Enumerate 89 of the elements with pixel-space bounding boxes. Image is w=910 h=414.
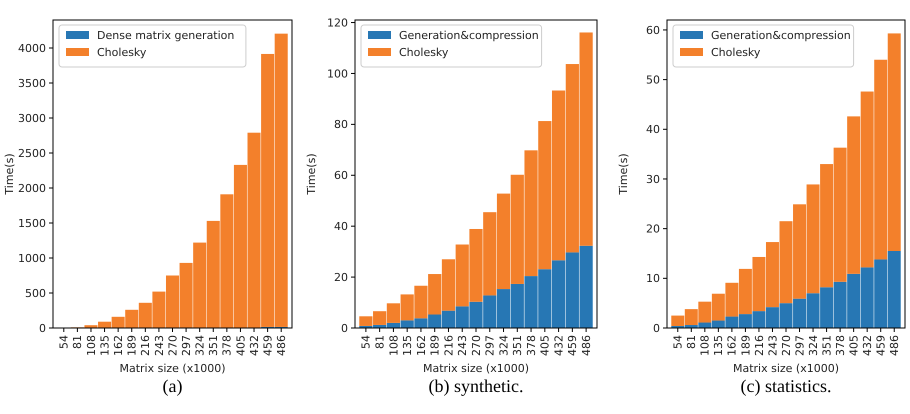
x-axis-title: Matrix size (x1000) <box>119 362 226 375</box>
x-tick-label: 243 <box>152 335 166 356</box>
x-tick-label: 162 <box>414 335 428 356</box>
y-tick-label: 500 <box>25 286 46 300</box>
text: (a) <box>162 376 182 396</box>
x-tick-label: 216 <box>139 335 152 356</box>
x-tick-label: 324 <box>497 335 510 356</box>
x-tick-label: 108 <box>698 335 712 356</box>
x-tick-label: 405 <box>538 335 552 356</box>
y-axis-title: Time(s) <box>617 153 630 196</box>
x-tick-label: 54 <box>672 335 685 349</box>
y-tick-label: 20 <box>334 270 348 284</box>
x-tick-label: 324 <box>806 335 820 356</box>
x-tick-label: 486 <box>888 335 902 356</box>
x-axis-title: Matrix size (x1000) <box>422 362 530 375</box>
x-tick-label: 216 <box>442 335 456 356</box>
x-tick-label: 162 <box>726 335 739 356</box>
x-tick-label: 189 <box>739 335 752 356</box>
y-tick-label: 100 <box>327 67 348 80</box>
y-tick-label: 80 <box>334 118 348 132</box>
y-tick-label: 60 <box>334 169 348 182</box>
x-tick-label: 270 <box>780 335 793 356</box>
x-tick-label: 405 <box>234 335 248 356</box>
y-tick-label: 10 <box>646 272 660 286</box>
x-tick-label: 297 <box>484 335 497 356</box>
legend-label: Generation&compression <box>711 28 851 42</box>
x-tick-label: 162 <box>112 335 125 356</box>
x-tick-label: 351 <box>511 335 524 356</box>
y-tick-label: 3000 <box>18 112 46 125</box>
legend-label: Generation&compression <box>399 28 539 42</box>
legend-label: Cholesky <box>97 46 147 59</box>
y-tick-label: 2500 <box>18 146 46 160</box>
y-tick-label: 50 <box>646 73 660 86</box>
x-tick-label: 243 <box>456 335 470 356</box>
x-tick-label: 486 <box>580 335 593 356</box>
x-tick-label: 54 <box>360 335 373 349</box>
x-tick-label: 351 <box>820 335 834 356</box>
x-tick-label: 81 <box>685 335 698 349</box>
x-tick-label: 378 <box>834 335 847 356</box>
x-tick-label: 270 <box>166 335 180 356</box>
x-tick-label: 108 <box>84 335 98 356</box>
x-tick-label: 378 <box>220 335 234 356</box>
x-tick-label: 405 <box>847 335 860 356</box>
legend-label: Cholesky <box>399 46 449 59</box>
y-tick-label: 40 <box>334 220 348 234</box>
x-tick-label: 270 <box>470 335 483 356</box>
text: (b) synthetic. <box>428 376 524 396</box>
x-tick-label: 297 <box>180 335 193 356</box>
x-tick-label: 135 <box>98 335 112 356</box>
y-tick-label: 4000 <box>18 42 46 55</box>
x-axis-title: Matrix size (x1000) <box>732 362 840 375</box>
x-tick-label: 216 <box>752 335 766 356</box>
x-tick-label: 81 <box>71 335 84 349</box>
x-tick-label: 108 <box>387 335 400 356</box>
x-tick-label: 189 <box>126 335 139 356</box>
x-tick-label: 189 <box>428 335 442 356</box>
x-tick-label: 81 <box>373 335 386 349</box>
y-axis-title: Time(s) <box>3 153 16 196</box>
x-tick-label: 432 <box>552 335 566 356</box>
x-tick-label: 243 <box>766 335 780 356</box>
y-tick-label: 120 <box>327 16 348 30</box>
y-tick-label: 3500 <box>18 76 46 90</box>
legend-label: Cholesky <box>711 46 761 59</box>
y-tick-label: 2000 <box>18 182 46 195</box>
y-tick-label: 1000 <box>18 252 46 265</box>
y-tick-label: 20 <box>646 222 660 236</box>
x-tick-label: 459 <box>874 335 888 356</box>
y-tick-label: 30 <box>646 172 660 186</box>
y-tick-label: 1500 <box>18 216 46 230</box>
x-tick-label: 135 <box>401 335 414 356</box>
text: (c) statistics. <box>740 376 832 396</box>
x-tick-label: 324 <box>194 335 207 356</box>
x-tick-label: 351 <box>207 335 220 356</box>
x-tick-label: 459 <box>261 335 274 356</box>
y-tick-label: 40 <box>646 123 660 136</box>
x-tick-label: 459 <box>566 335 580 356</box>
y-tick-label: 60 <box>646 24 660 37</box>
x-tick-label: 432 <box>861 335 874 356</box>
y-tick-label: 0 <box>341 322 348 335</box>
x-tick-label: 378 <box>524 335 538 356</box>
legend-label: Dense matrix generation <box>97 28 234 42</box>
x-tick-label: 135 <box>712 335 726 356</box>
y-axis-title: Time(s) <box>305 153 318 196</box>
x-tick-label: 297 <box>793 335 806 356</box>
x-tick-label: 54 <box>58 335 71 349</box>
x-tick-label: 432 <box>248 335 261 356</box>
x-tick-label: 486 <box>275 335 288 356</box>
y-tick-label: 0 <box>653 322 660 335</box>
y-tick-label: 0 <box>39 322 46 335</box>
